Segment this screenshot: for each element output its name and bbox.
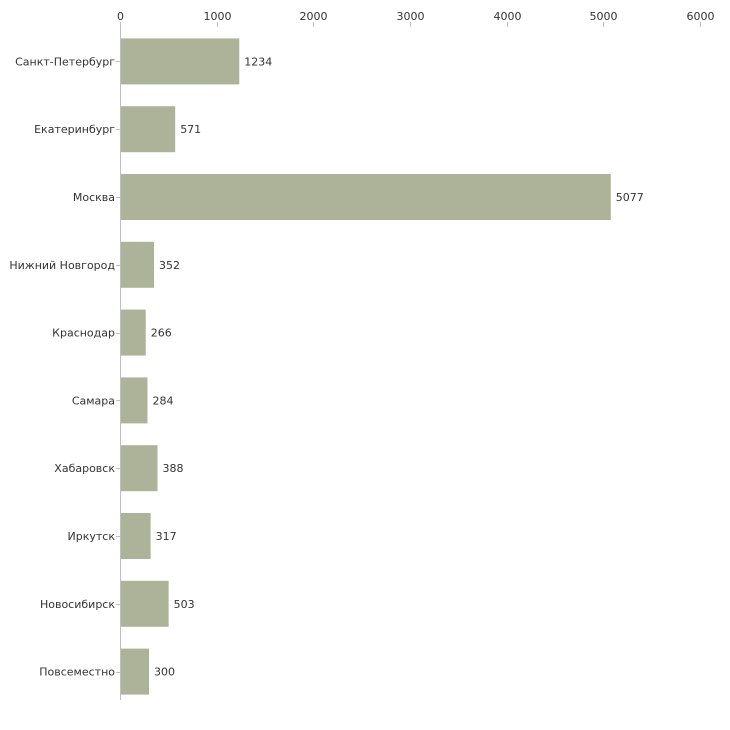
x-tick-label: 1000 (204, 10, 232, 23)
category-label: Хабаровск (54, 462, 115, 475)
category-label: Нижний Новгород (9, 259, 115, 272)
x-tick-label: 3000 (397, 10, 425, 23)
bar (121, 38, 240, 85)
value-label: 1234 (244, 55, 272, 68)
category-label: Москва (73, 191, 115, 204)
bar (121, 174, 611, 220)
bar (121, 648, 149, 695)
category-label: Повсеместно (39, 666, 115, 679)
value-label: 284 (152, 394, 173, 407)
category-labels: Санкт-Петербург Екатеринбург Москва Нижний … (9, 55, 120, 679)
bar (121, 445, 158, 492)
bar (121, 377, 148, 424)
bar (121, 580, 169, 627)
value-label: 317 (156, 530, 177, 543)
value-label: 352 (159, 259, 180, 272)
bar (121, 241, 155, 288)
category-label: Санкт-Петербург (15, 55, 115, 68)
bar (121, 106, 176, 153)
value-label: 388 (163, 462, 184, 475)
value-label: 5077 (616, 191, 644, 204)
value-label: 266 (151, 327, 172, 340)
category-label: Краснодар (52, 327, 115, 340)
bar (121, 513, 151, 559)
category-label: Самара (72, 394, 115, 407)
value-label: 300 (154, 666, 175, 679)
category-label: Новосибирск (40, 598, 115, 611)
x-axis-ticks: 0 1000 2000 3000 4000 5000 6000 (117, 10, 715, 27)
x-tick-label: 5000 (590, 10, 618, 23)
category-label: Екатеринбург (34, 123, 115, 136)
value-label: 503 (174, 598, 195, 611)
x-tick-label: 4000 (494, 10, 522, 23)
value-labels: 1234 571 5077 352 266 284 388 317 503 300 (151, 55, 644, 678)
x-tick-label: 2000 (300, 10, 328, 23)
bars (121, 38, 611, 695)
value-label: 571 (180, 123, 201, 136)
bar (121, 309, 146, 356)
x-tick-label: 6000 (687, 10, 715, 23)
x-tick-label: 0 (117, 10, 124, 23)
category-label: Иркутск (68, 530, 116, 543)
